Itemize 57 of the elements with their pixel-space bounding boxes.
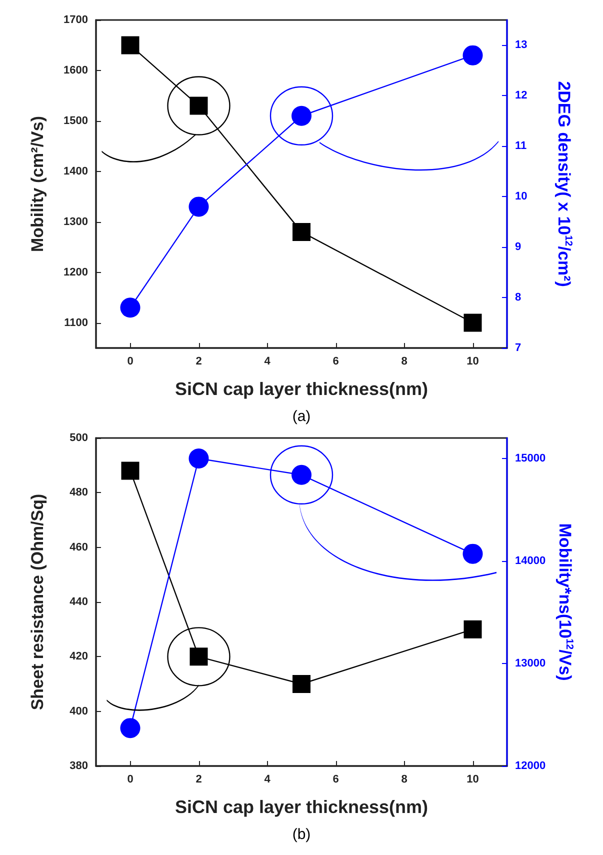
y2-tick-label: 10 bbox=[515, 190, 528, 203]
y-tick-label: 1500 bbox=[64, 114, 88, 127]
y-axis-title: Mobility (cm²/Vs) bbox=[28, 116, 47, 252]
y2-tick-label: 9 bbox=[515, 241, 522, 254]
x-axis-title: SiCN cap layer thickness(nm) bbox=[174, 379, 428, 399]
x-tick-label: 6 bbox=[332, 356, 339, 368]
y-tick-label: 1700 bbox=[64, 14, 88, 26]
point bbox=[120, 298, 140, 318]
y-tick-label: 420 bbox=[70, 650, 88, 663]
x-tick-label: 2 bbox=[196, 774, 202, 786]
point bbox=[464, 314, 482, 332]
point bbox=[188, 196, 209, 217]
x-tick-label: 2 bbox=[196, 356, 202, 368]
x-tick-label: 6 bbox=[332, 774, 339, 786]
y2-tick-label: 12 bbox=[515, 90, 528, 102]
x-tick-label: 8 bbox=[401, 774, 408, 786]
text: (b) bbox=[292, 826, 311, 843]
y-tick-label: 1100 bbox=[64, 316, 88, 329]
x-tick-label: 10 bbox=[466, 774, 479, 786]
y2-tick-label: 12000 bbox=[515, 760, 546, 772]
point bbox=[462, 544, 483, 564]
point bbox=[292, 675, 310, 693]
y-axis-title: Sheet resistance (Ohm/Sq) bbox=[28, 494, 47, 710]
x-tick-label: 0 bbox=[127, 356, 134, 368]
y2-tick-label: 15000 bbox=[515, 452, 546, 464]
y-tick-label: 1300 bbox=[64, 216, 88, 228]
y-tick-label: 440 bbox=[70, 596, 88, 608]
y2-tick-label: 8 bbox=[515, 292, 522, 304]
x-tick-label: 8 bbox=[401, 356, 408, 368]
y-tick-label: 1600 bbox=[64, 64, 88, 76]
y-tick-label: 1400 bbox=[64, 165, 88, 178]
y2-tick-label: 7 bbox=[515, 342, 522, 354]
x-tick-label: 4 bbox=[264, 356, 272, 368]
y2-tick-label: 13 bbox=[515, 39, 528, 52]
y-tick-label: 460 bbox=[70, 541, 88, 554]
y2-tick-label: 13000 bbox=[515, 658, 546, 670]
y-tick-label: 400 bbox=[70, 705, 88, 718]
text: (a) bbox=[292, 408, 311, 425]
y-tick-label: 1200 bbox=[64, 266, 88, 278]
point bbox=[462, 45, 483, 66]
x-axis-title: SiCN cap layer thickness(nm) bbox=[174, 797, 428, 817]
y2-tick-label: 14000 bbox=[515, 555, 546, 567]
point bbox=[120, 718, 140, 738]
point bbox=[292, 222, 310, 241]
x-tick-label: 10 bbox=[466, 356, 479, 368]
point bbox=[464, 620, 482, 638]
y-tick-label: 480 bbox=[70, 486, 88, 499]
point bbox=[121, 36, 140, 54]
y2-axis-title: 2DEG density( x 1012/cm²) bbox=[554, 81, 574, 287]
y-tick-label: 380 bbox=[70, 760, 88, 772]
point bbox=[121, 462, 140, 480]
x-tick-label: 0 bbox=[127, 774, 134, 786]
y-tick-label: 500 bbox=[70, 432, 88, 444]
y2-axis-title: Mobility*ns(1012/Vs) bbox=[555, 523, 574, 681]
point bbox=[188, 448, 209, 468]
y2-tick-label: 11 bbox=[515, 140, 527, 152]
x-tick-label: 4 bbox=[264, 774, 272, 786]
